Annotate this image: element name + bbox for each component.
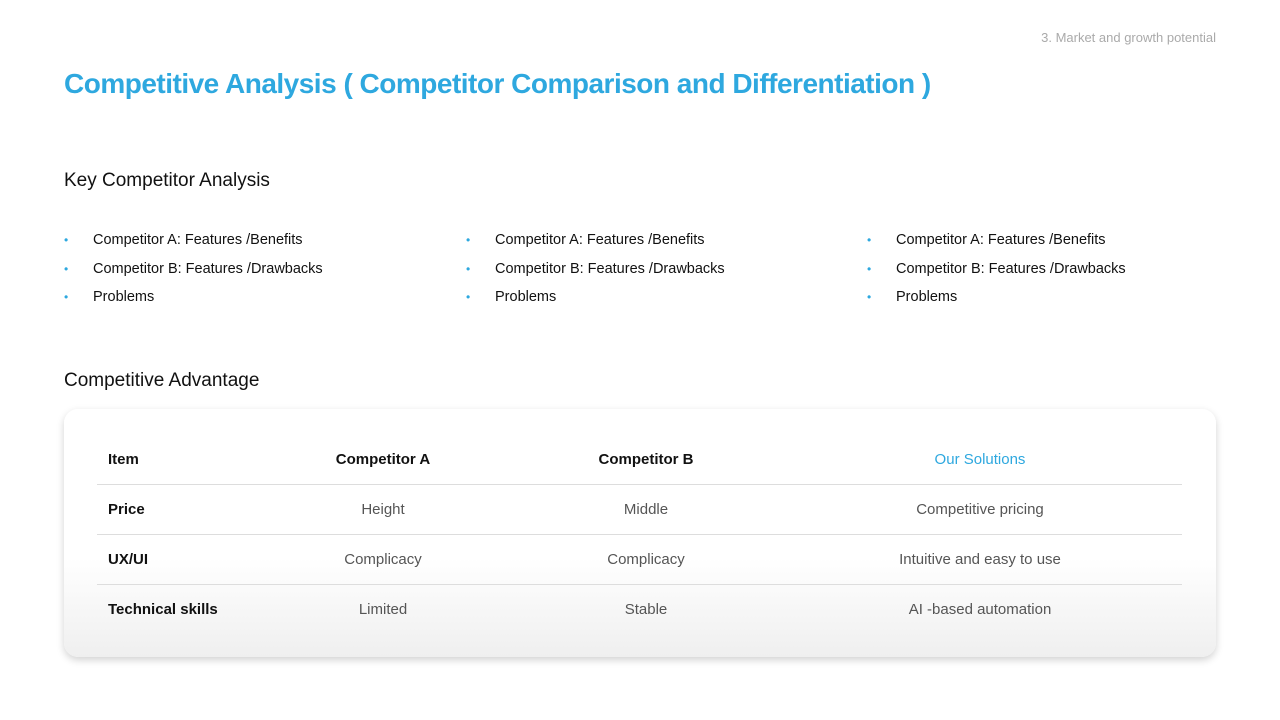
- list-item-text: Competitor A: Features /Benefits: [93, 232, 303, 248]
- comparison-card: Item Competitor A Competitor B Our Solut…: [64, 409, 1216, 657]
- list-item: • Problems: [867, 286, 1247, 315]
- list-item-text: Problems: [495, 289, 557, 305]
- cell-competitor-b: Stable: [624, 601, 668, 618]
- advantage-heading: Competitive Advantage: [64, 370, 260, 391]
- list-item: • Competitor A: Features /Benefits: [466, 229, 846, 258]
- header-our-solutions: Our Solutions: [934, 451, 1026, 468]
- bullet-icon: •: [64, 261, 69, 276]
- bullet-list-1: • Competitor A: Features /Benefits • Compe…: [64, 229, 444, 315]
- list-item: • Competitor B: Features /Drawbacks: [867, 258, 1247, 287]
- cell-our-solutions: AI -based automation: [908, 601, 1052, 618]
- list-item: • Competitor A: Features /Benefits: [64, 229, 444, 258]
- bullet-list-3: • Competitor A: Features /Benefits • Compe…: [867, 229, 1247, 315]
- bullet-icon: •: [867, 261, 872, 276]
- list-item-text: Problems: [896, 289, 958, 305]
- cell-competitor-b: Complicacy: [607, 551, 685, 568]
- cell-competitor-b: Middle: [623, 501, 669, 518]
- table-header-row: Item Competitor A Competitor B Our Solut…: [97, 435, 1182, 485]
- bullet-list-2: • Competitor A: Features /Benefits • Compe…: [466, 229, 846, 315]
- list-item-text: Competitor B: Features /Drawbacks: [495, 260, 725, 277]
- section-label: 3. Market and growth potential: [1041, 30, 1216, 45]
- table-row: UX/UI Complicacy Complicacy Intuitive an…: [97, 535, 1182, 585]
- list-item-text: Competitor A: Features /Benefits: [495, 232, 705, 248]
- bullet-icon: •: [867, 290, 872, 304]
- table-row: Technical skills Limited Stable AI -base…: [97, 585, 1182, 634]
- bullet-icon: •: [867, 233, 872, 247]
- bullet-icon: •: [64, 290, 69, 304]
- list-item: • Problems: [64, 286, 444, 315]
- list-item: • Competitor A: Features /Benefits: [867, 229, 1247, 258]
- list-item: • Competitor B: Features /Drawbacks: [466, 258, 846, 287]
- header-competitor-b: Competitor B: [598, 451, 694, 468]
- cell-our-solutions: Competitive pricing: [916, 501, 1044, 518]
- bullet-icon: •: [64, 233, 69, 247]
- cell-competitor-a: Limited: [358, 601, 408, 618]
- cell-competitor-a: Complicacy: [344, 551, 422, 568]
- list-item: • Competitor B: Features /Drawbacks: [64, 258, 444, 287]
- cell-competitor-a: Height: [361, 501, 405, 518]
- cell-item: Technical skills: [108, 601, 218, 618]
- cell-item: Price: [108, 501, 145, 518]
- comparison-table: Item Competitor A Competitor B Our Solut…: [97, 435, 1182, 634]
- bullet-icon: •: [466, 290, 471, 304]
- cell-item: UX/UI: [108, 551, 149, 568]
- bullet-icon: •: [466, 233, 471, 247]
- list-item-text: Problems: [93, 289, 155, 305]
- bullet-icon: •: [466, 261, 471, 276]
- list-item-text: Competitor A: Features /Benefits: [896, 232, 1106, 248]
- table-row: Price Height Middle Competitive pricing: [97, 485, 1182, 535]
- list-item-text: Competitor B: Features /Drawbacks: [896, 260, 1126, 277]
- key-analysis-heading: Key Competitor Analysis: [64, 170, 270, 191]
- cell-our-solutions: Intuitive and easy to use: [899, 551, 1061, 568]
- list-item: • Problems: [466, 286, 846, 315]
- page-title: Competitive Analysis ( Competitor Compar…: [64, 68, 931, 99]
- header-competitor-a: Competitor A: [335, 451, 431, 468]
- header-item: Item: [108, 451, 139, 468]
- list-item-text: Competitor B: Features /Drawbacks: [93, 260, 323, 277]
